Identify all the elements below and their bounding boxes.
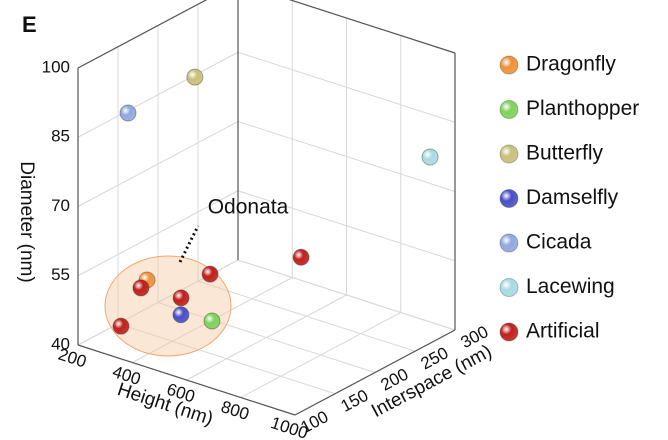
- z-tick-label: 100: [42, 57, 70, 76]
- legend-marker: [499, 55, 519, 75]
- data-point: [119, 104, 137, 122]
- axis-edge: [288, 0, 456, 54]
- legend-marker: [499, 189, 519, 208]
- data-point: [132, 279, 150, 297]
- data-point: [186, 68, 204, 86]
- data-point: [292, 248, 310, 266]
- legend-label: Dragonfly: [526, 53, 616, 76]
- grid-line: [237, 259, 456, 331]
- legend-label: Damselfly: [526, 186, 619, 209]
- legend-label: Planthopper: [526, 97, 639, 120]
- legend-marker: [499, 100, 519, 119]
- legend-label: Artificial: [526, 320, 600, 343]
- axis-edge: [294, 329, 456, 416]
- z-tick-label: 55: [51, 265, 70, 284]
- data-point: [421, 148, 439, 166]
- legend-marker: [499, 278, 519, 297]
- legend-marker: [499, 322, 519, 342]
- legend-label: Cicada: [526, 231, 592, 254]
- x-axis-title: Height (nm): [115, 379, 216, 430]
- legend-label: Lacewing: [526, 275, 615, 298]
- x-tick-label: 800: [219, 397, 252, 424]
- data-point: [172, 306, 190, 324]
- z-tick-label: 40: [51, 334, 70, 353]
- x-tick-label: 200: [56, 345, 89, 372]
- z-tick-label: 85: [51, 127, 70, 146]
- grid-line: [197, 280, 416, 352]
- z-tick-label: 70: [51, 196, 70, 215]
- legend-marker: [499, 144, 519, 164]
- data-point: [172, 289, 190, 307]
- data-point: [203, 312, 221, 330]
- grid-line: [157, 302, 376, 373]
- annotation: Odonata: [208, 196, 289, 219]
- legend-label: Butterfly: [526, 142, 604, 165]
- axis-edge: [77, 344, 296, 416]
- grid-line: [117, 323, 336, 395]
- highlight-region: [104, 255, 232, 357]
- data-point: [201, 265, 219, 283]
- data-point: [112, 317, 130, 335]
- annotation-pointer: [178, 225, 200, 263]
- legend-marker: [499, 233, 519, 253]
- panel-label: E: [22, 12, 37, 37]
- z-axis-title: Diameter (nm): [16, 161, 37, 282]
- axis-edge: [77, 0, 208, 69]
